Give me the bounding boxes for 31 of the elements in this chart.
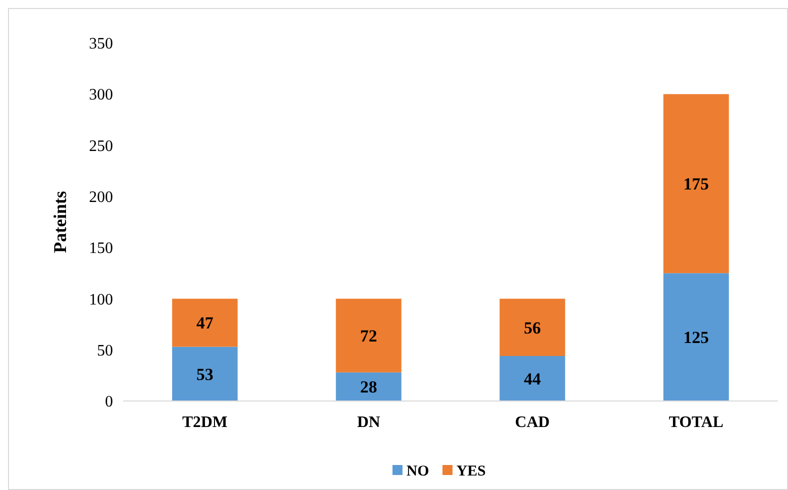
y-tick-label: 300 xyxy=(89,86,113,104)
data-label: 44 xyxy=(524,369,542,388)
data-label: 72 xyxy=(360,326,378,346)
y-tick-label: 100 xyxy=(89,291,113,308)
data-label: 28 xyxy=(360,378,378,397)
y-tick-label: 200 xyxy=(89,189,113,206)
x-tick-label: DN xyxy=(357,414,381,431)
bar xyxy=(663,94,729,274)
bar xyxy=(663,273,729,401)
bar xyxy=(172,298,238,347)
y-tick-label: 250 xyxy=(89,138,113,155)
bar xyxy=(172,346,238,401)
data-label: 47 xyxy=(196,314,214,333)
data-label: 125 xyxy=(683,328,709,348)
data-label: 56 xyxy=(524,318,541,338)
bar xyxy=(336,298,402,372)
x-tick-label: TOTAL xyxy=(668,414,724,431)
y-tick-label: 0 xyxy=(105,394,113,411)
y-tick-label: 150 xyxy=(89,240,113,258)
y-tick-label: 50 xyxy=(97,342,113,360)
legend-label: YES xyxy=(456,463,486,480)
y-axis-title: Pateints xyxy=(50,191,70,253)
x-tick-label: T2DM xyxy=(182,414,228,431)
data-label: 53 xyxy=(196,364,214,384)
bar xyxy=(336,372,402,401)
x-tick-label: CAD xyxy=(515,414,550,431)
legend-label: NO xyxy=(406,463,429,480)
data-label: 175 xyxy=(683,174,709,194)
y-tick-label: 350 xyxy=(89,36,113,53)
bar xyxy=(500,298,566,356)
bar xyxy=(500,356,566,401)
